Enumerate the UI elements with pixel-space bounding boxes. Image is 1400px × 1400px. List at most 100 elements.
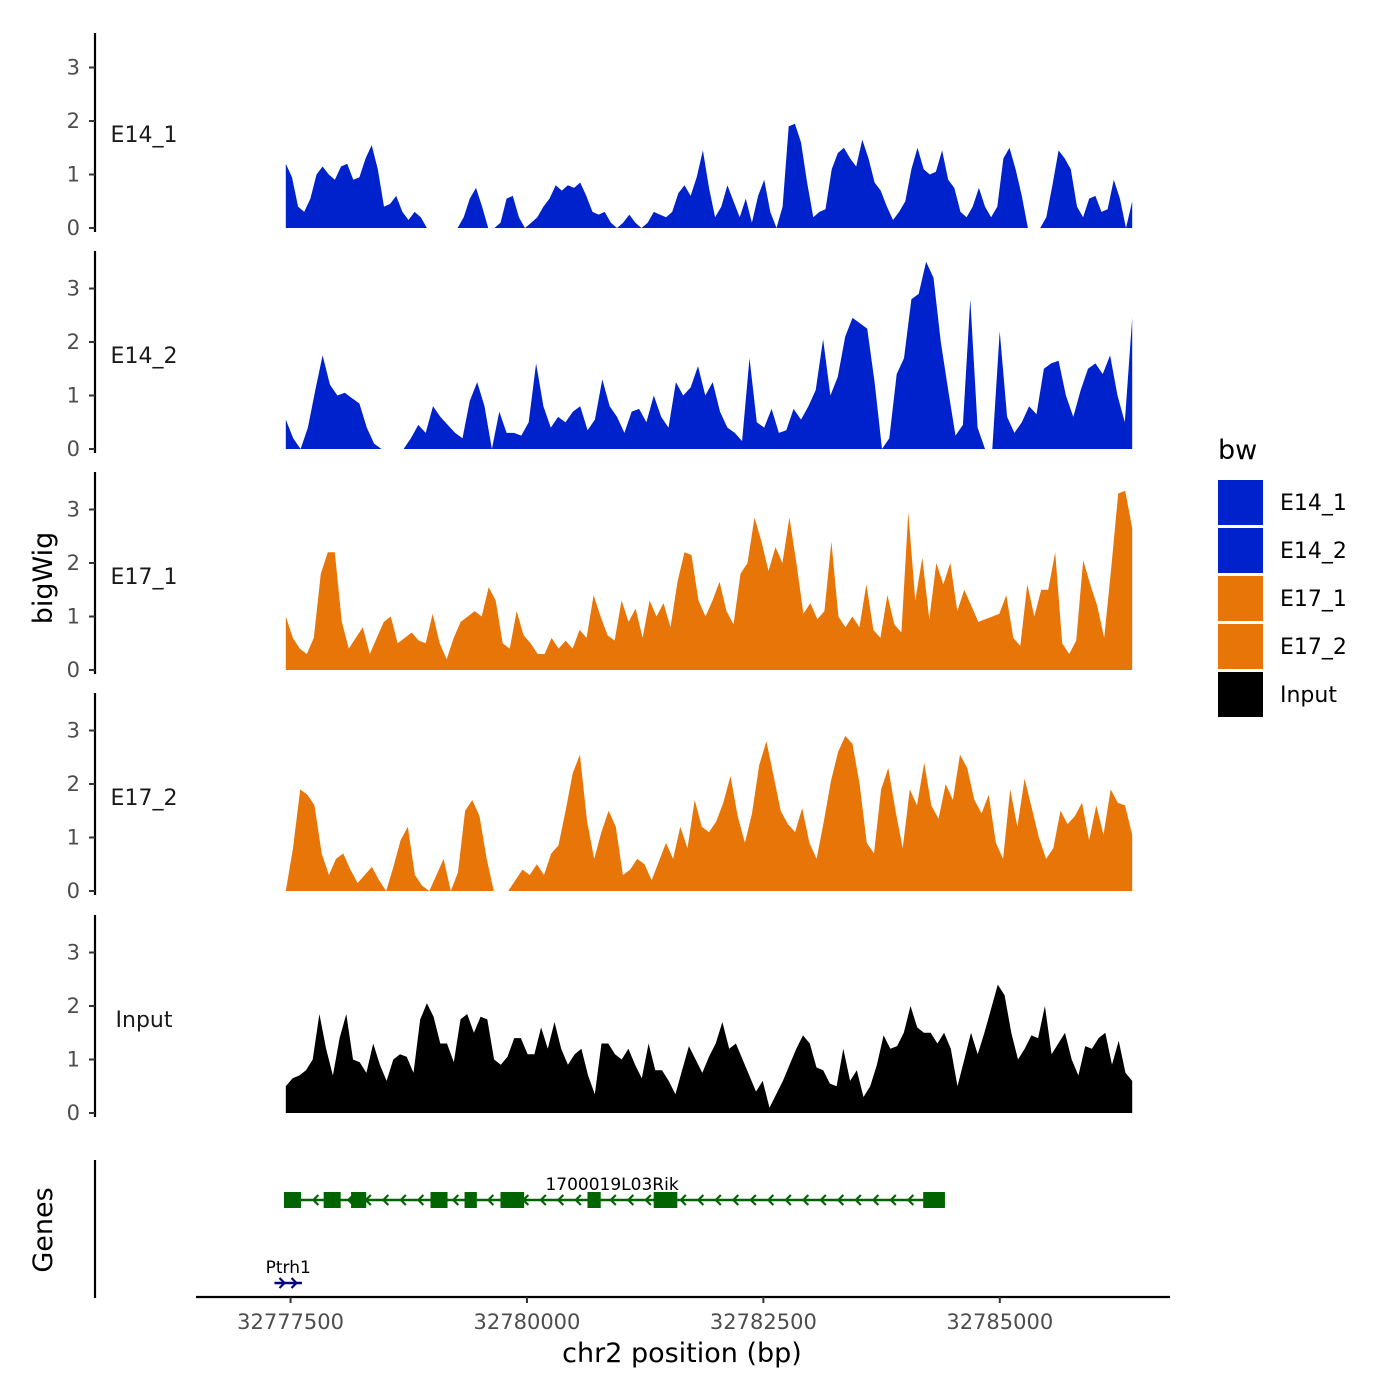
strand-arrow — [906, 1194, 915, 1206]
y-tick-label: 0 — [67, 1101, 80, 1125]
strand-arrow — [609, 1194, 617, 1206]
track-E17_1: 0 1 2 3 E17_1 — [67, 472, 1133, 682]
y-tick-label: 1 — [67, 826, 80, 850]
y-tick-label: 3 — [67, 719, 80, 743]
gene-label: Ptrh1 — [266, 1258, 311, 1278]
y-tick-label: 3 — [67, 941, 80, 965]
exon — [283, 1192, 301, 1208]
gene-Ptrh1: Ptrh1 — [266, 1258, 311, 1289]
legend-item-E17_2: E17_2 — [1218, 624, 1347, 669]
y-tick-label: 2 — [67, 330, 80, 354]
y-tick-label: 2 — [67, 994, 80, 1018]
genes-track: 1700019L03Rik Ptrh1 — [93, 1160, 945, 1298]
exon — [500, 1192, 525, 1208]
exon — [587, 1192, 601, 1208]
strand-arrow — [486, 1194, 495, 1206]
y-tick-label: 2 — [67, 109, 80, 133]
y-tick-label: 3 — [67, 56, 80, 80]
strand-arrow — [679, 1194, 687, 1206]
strand-arrow — [626, 1194, 635, 1206]
x-tick-label: 32780000 — [474, 1310, 581, 1334]
signal-area-E14_2 — [285, 261, 1133, 449]
legend-item-E14_1: E14_1 — [1218, 480, 1347, 525]
exon — [323, 1192, 341, 1208]
strand-arrow — [801, 1194, 810, 1206]
gene-1700019L03Rik: 1700019L03Rik — [283, 1175, 945, 1208]
legend-item-Input: Input — [1218, 672, 1337, 717]
x-tick-label: 32777500 — [237, 1310, 344, 1334]
y-tick-label: 0 — [67, 216, 80, 240]
strand-arrow — [290, 1277, 299, 1289]
track-E14_2: 0 1 2 3 E14_2 — [67, 251, 1133, 461]
strand-arrow — [556, 1194, 565, 1206]
signal-area-E17_2 — [285, 735, 1133, 891]
y-tick-label: 2 — [67, 551, 80, 575]
track-label: Input — [116, 1008, 173, 1033]
y-tick-label: 0 — [67, 879, 80, 903]
legend-label: Input — [1280, 683, 1337, 708]
legend-label: E14_1 — [1280, 491, 1347, 516]
strand-arrow — [574, 1194, 582, 1206]
y-tick-label: 1 — [67, 605, 80, 629]
legend-title: bw — [1218, 435, 1257, 466]
strand-arrow — [381, 1194, 390, 1206]
strand-arrow — [311, 1194, 320, 1206]
strand-arrow — [416, 1194, 425, 1206]
y-tick-label: 0 — [67, 437, 80, 461]
track-Input: 0 1 2 3 Input — [67, 915, 1133, 1125]
legend-label: E17_2 — [1280, 635, 1347, 660]
strand-arrow — [784, 1194, 792, 1206]
exon — [653, 1192, 678, 1208]
strand-arrow — [278, 1277, 287, 1289]
legend-item-E14_2: E14_2 — [1218, 528, 1347, 573]
y-tick-label: 3 — [67, 498, 80, 522]
y-tick-label: 1 — [67, 163, 80, 187]
track-E14_1: 0 1 2 3 E14_1 — [67, 33, 1133, 240]
strand-arrow — [451, 1194, 460, 1206]
strand-arrow — [766, 1194, 775, 1206]
legend-label: E14_2 — [1280, 539, 1347, 564]
track-E17_2: 0 1 2 3 E17_2 — [67, 693, 1133, 903]
track-label: E17_1 — [111, 565, 178, 590]
track-label: E14_1 — [111, 123, 178, 148]
x-tick-label: 32782500 — [710, 1310, 817, 1334]
x-axis: 32777500 32780000 32782500 32785000 — [196, 1295, 1170, 1334]
strand-arrow — [889, 1194, 897, 1206]
y-tick-label: 2 — [67, 772, 80, 796]
signal-area-E14_1 — [285, 123, 1133, 228]
strand-arrow — [854, 1194, 862, 1206]
track-label: E14_2 — [111, 344, 178, 369]
signal-area-E17_1 — [285, 490, 1133, 670]
legend-label: E17_1 — [1280, 587, 1347, 612]
gene-label: 1700019L03Rik — [545, 1175, 678, 1195]
exon — [430, 1192, 448, 1208]
y-tick-label: 3 — [67, 277, 80, 301]
exon — [351, 1192, 367, 1208]
y-tick-label: 0 — [67, 658, 80, 682]
legend: bw E14_1 E14_2 E17_1 E17_2 Input — [1218, 435, 1347, 717]
x-tick-label: 32785000 — [946, 1310, 1053, 1334]
track-label: E17_2 — [111, 786, 178, 811]
legend-swatch — [1218, 672, 1263, 717]
legend-swatch — [1218, 528, 1263, 573]
strand-arrow — [539, 1194, 547, 1206]
strand-arrow — [399, 1194, 407, 1206]
signal-area-Input — [285, 984, 1133, 1113]
strand-arrow — [644, 1194, 652, 1206]
signal-tracks: 0 1 2 3 E14_1 0 1 2 3 E14_2 0 1 2 3 E17_1 0 1 2 3 E17_2 0 1 2 3… — [67, 33, 1133, 1125]
strand-arrow — [871, 1194, 880, 1206]
strand-arrow — [749, 1194, 757, 1206]
y-axis-title: bigWig — [28, 532, 59, 625]
y-tick-label: 1 — [67, 384, 80, 408]
strand-arrow — [819, 1194, 827, 1206]
x-axis-title: chr2 position (bp) — [562, 1338, 802, 1369]
exon — [923, 1192, 945, 1208]
legend-item-E17_1: E17_1 — [1218, 576, 1347, 621]
strand-arrow — [696, 1194, 705, 1206]
strand-arrow — [836, 1194, 845, 1206]
legend-swatch — [1218, 624, 1263, 669]
strand-arrow — [731, 1194, 740, 1206]
y-tick-label: 1 — [67, 1048, 80, 1072]
exon — [464, 1192, 477, 1208]
